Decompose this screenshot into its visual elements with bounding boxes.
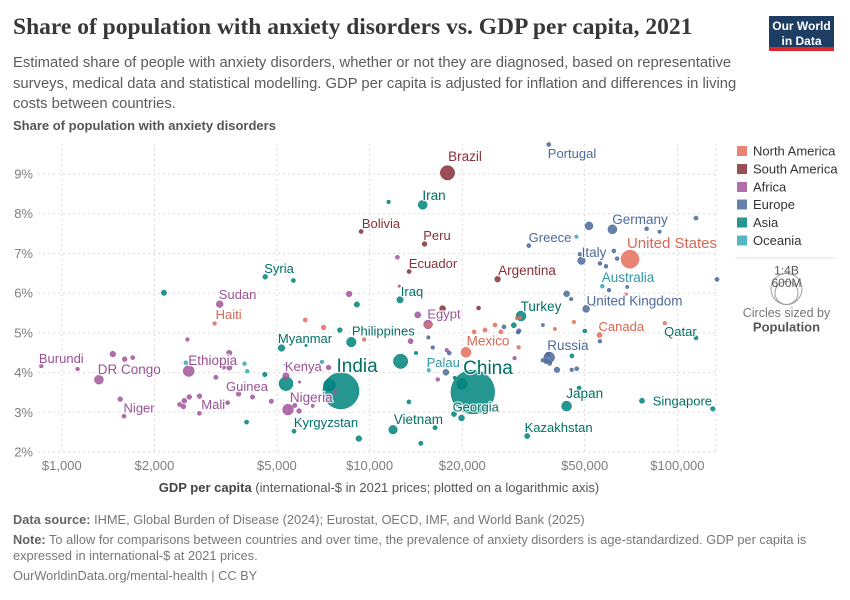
svg-text:Ethiopia: Ethiopia bbox=[188, 353, 237, 368]
svg-text:Germany: Germany bbox=[612, 212, 668, 227]
svg-text:Portugal: Portugal bbox=[548, 146, 597, 161]
svg-text:United Kingdom: United Kingdom bbox=[586, 294, 682, 309]
svg-text:Japan: Japan bbox=[566, 386, 603, 401]
svg-text:5%: 5% bbox=[14, 325, 33, 340]
svg-text:North America: North America bbox=[753, 144, 836, 159]
svg-text:GDP per capita (international-: GDP per capita (international-$ in 2021 … bbox=[159, 480, 600, 495]
svg-text:Iraq: Iraq bbox=[401, 284, 423, 299]
svg-text:India: India bbox=[336, 356, 378, 377]
svg-text:7%: 7% bbox=[14, 246, 33, 261]
svg-text:2%: 2% bbox=[14, 445, 33, 460]
svg-text:Canada: Canada bbox=[599, 319, 645, 334]
svg-text:Bolivia: Bolivia bbox=[362, 216, 401, 231]
svg-text:$10,000: $10,000 bbox=[346, 458, 393, 473]
svg-text:Mexico: Mexico bbox=[467, 334, 510, 349]
svg-text:Turkey: Turkey bbox=[521, 299, 562, 314]
svg-text:Haiti: Haiti bbox=[216, 307, 242, 322]
svg-text:Italy: Italy bbox=[582, 245, 607, 260]
svg-text:Africa: Africa bbox=[753, 180, 787, 195]
svg-text:Oceania: Oceania bbox=[753, 233, 802, 248]
svg-text:Europe: Europe bbox=[753, 197, 795, 212]
svg-text:Syria: Syria bbox=[264, 261, 294, 276]
svg-text:Niger: Niger bbox=[124, 401, 156, 416]
svg-text:China: China bbox=[463, 358, 513, 379]
svg-text:Sudan: Sudan bbox=[219, 287, 257, 302]
svg-text:Philippines: Philippines bbox=[352, 324, 415, 339]
svg-text:3%: 3% bbox=[14, 405, 33, 420]
svg-text:Asia: Asia bbox=[753, 215, 779, 230]
svg-text:Kazakhstan: Kazakhstan bbox=[525, 420, 593, 435]
svg-text:Singapore: Singapore bbox=[653, 394, 712, 409]
svg-text:Argentina: Argentina bbox=[498, 263, 556, 278]
svg-text:Vietnam: Vietnam bbox=[394, 412, 443, 427]
svg-text:Population: Population bbox=[753, 320, 820, 335]
svg-text:1:4B: 1:4B bbox=[774, 264, 799, 278]
svg-text:Georgia: Georgia bbox=[453, 400, 500, 415]
svg-text:Ecuador: Ecuador bbox=[409, 256, 458, 271]
svg-text:600M: 600M bbox=[771, 276, 801, 290]
svg-text:$50,000: $50,000 bbox=[561, 458, 608, 473]
svg-text:Circles sized by: Circles sized by bbox=[743, 306, 831, 320]
svg-text:Greece: Greece bbox=[529, 230, 572, 245]
svg-text:Myanmar: Myanmar bbox=[278, 331, 333, 346]
svg-text:Kenya: Kenya bbox=[285, 359, 323, 374]
svg-text:9%: 9% bbox=[14, 167, 33, 182]
svg-text:8%: 8% bbox=[14, 206, 33, 221]
svg-text:South America: South America bbox=[753, 162, 838, 177]
svg-text:Kyrgyzstan: Kyrgyzstan bbox=[294, 415, 358, 430]
svg-text:DR Congo: DR Congo bbox=[98, 362, 161, 377]
svg-text:$20,000: $20,000 bbox=[439, 458, 486, 473]
svg-text:$2,000: $2,000 bbox=[135, 458, 175, 473]
svg-text:6%: 6% bbox=[14, 286, 33, 301]
svg-text:Australia: Australia bbox=[602, 270, 655, 285]
svg-text:United States: United States bbox=[627, 235, 717, 252]
svg-text:$5,000: $5,000 bbox=[257, 458, 297, 473]
svg-text:4%: 4% bbox=[14, 365, 33, 380]
svg-text:Russia: Russia bbox=[547, 338, 589, 353]
svg-text:Qatar: Qatar bbox=[664, 324, 697, 339]
svg-text:Peru: Peru bbox=[423, 228, 450, 243]
svg-text:Egypt: Egypt bbox=[427, 307, 461, 322]
svg-text:Nigeria: Nigeria bbox=[290, 390, 333, 405]
svg-text:Brazil: Brazil bbox=[448, 149, 482, 164]
svg-text:$1,000: $1,000 bbox=[42, 458, 82, 473]
svg-text:Burundi: Burundi bbox=[39, 351, 84, 366]
svg-text:Iran: Iran bbox=[422, 188, 445, 203]
svg-text:Guinea: Guinea bbox=[226, 379, 269, 394]
svg-text:$100,000: $100,000 bbox=[650, 458, 704, 473]
svg-text:Palau: Palau bbox=[427, 355, 460, 370]
svg-text:Mali: Mali bbox=[201, 397, 225, 412]
